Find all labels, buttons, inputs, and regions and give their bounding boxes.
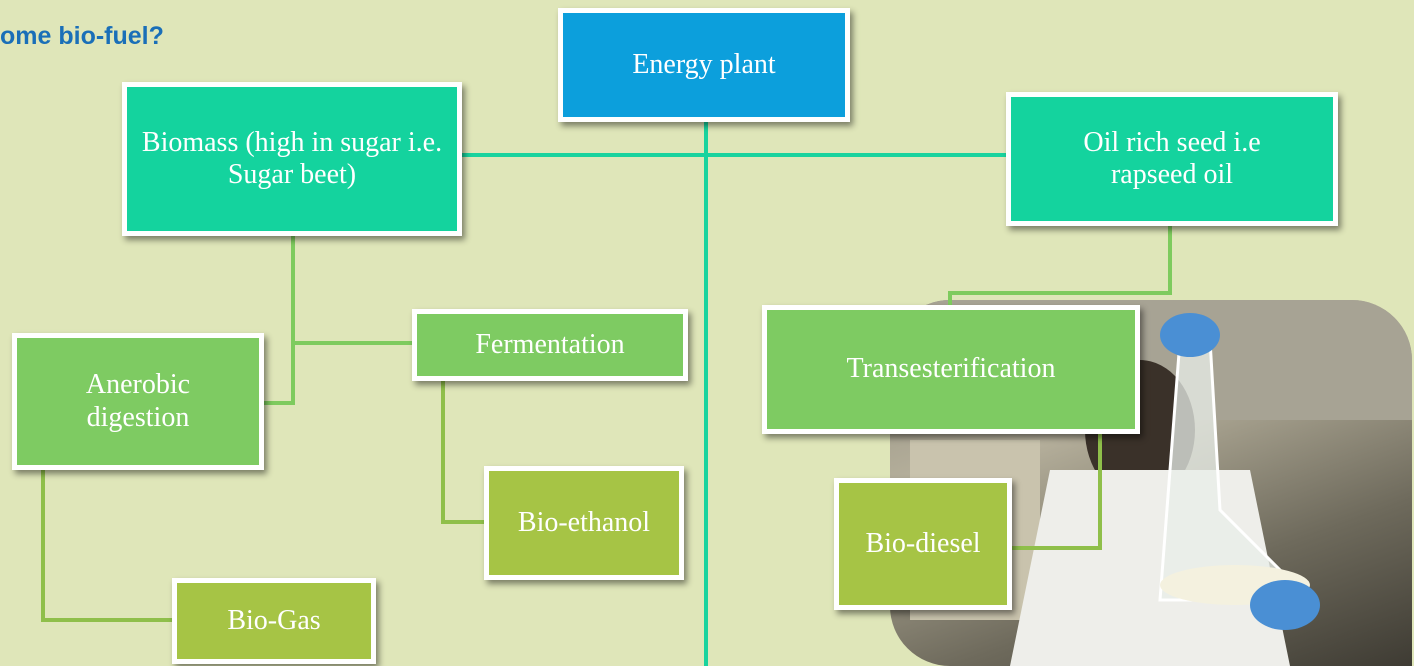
node-box: Transesterification xyxy=(762,305,1140,434)
connector xyxy=(950,226,1170,305)
slide: ome bio-fuel? (() => { const data = JSON… xyxy=(0,0,1414,666)
node-box: Oil rich seed i.e rapseed oil xyxy=(1006,92,1338,226)
node-box: Bio-ethanol xyxy=(484,466,684,580)
connector xyxy=(264,236,293,403)
node-box: Energy plant xyxy=(558,8,850,122)
node-box: Bio-diesel xyxy=(834,478,1012,610)
node-box: Biomass (high in sugar i.e. Sugar beet) xyxy=(122,82,462,236)
connector xyxy=(43,470,172,620)
node-box: Fermentation xyxy=(412,309,688,381)
connector xyxy=(443,381,484,522)
connector xyxy=(1012,434,1100,548)
node-box: Bio-Gas xyxy=(172,578,376,664)
node-box: Anerobic digestion xyxy=(12,333,264,470)
